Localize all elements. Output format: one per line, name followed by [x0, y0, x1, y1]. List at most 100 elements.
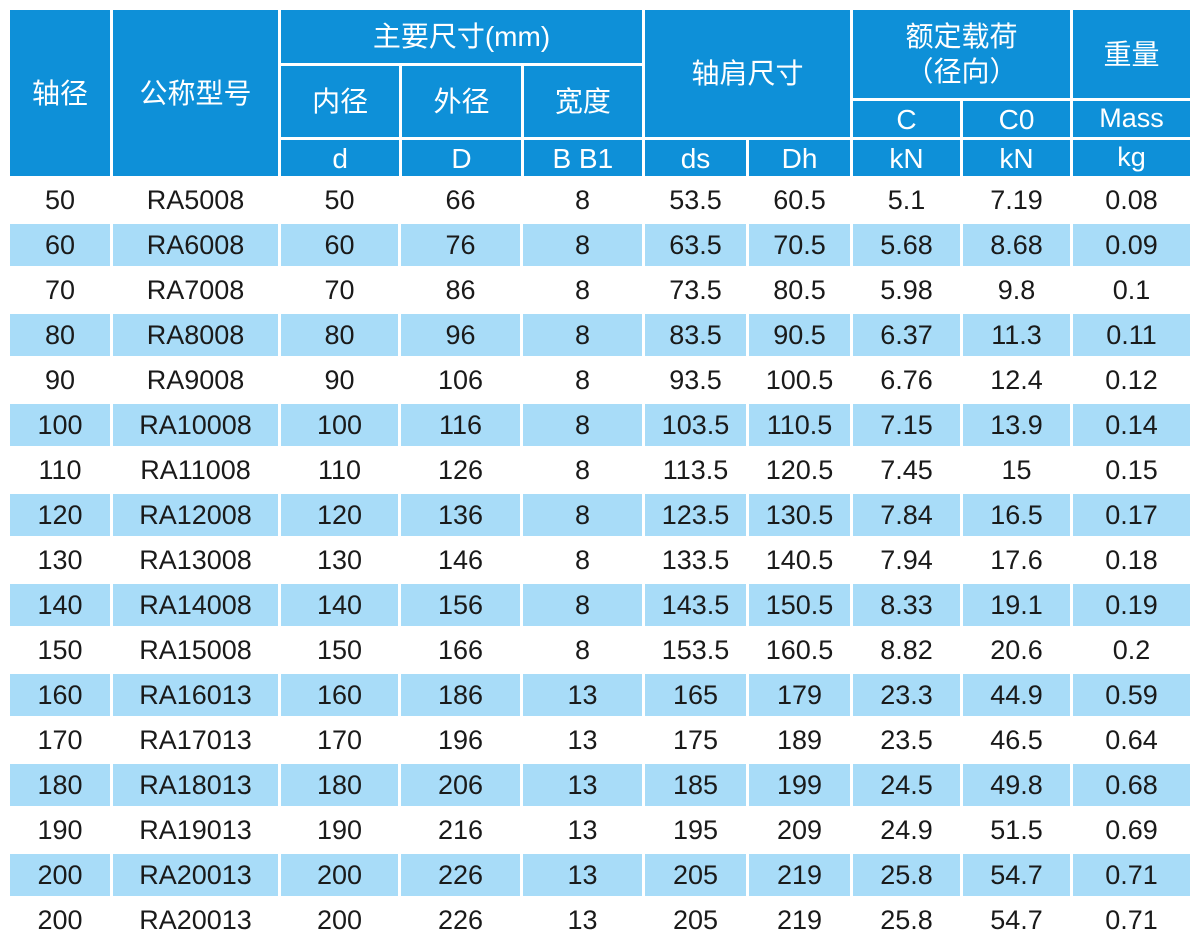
- table-cell: 60: [10, 224, 110, 266]
- table-cell: 8: [523, 224, 642, 266]
- table-row: 180 RA18013 180 206 13 185 199 24.5 49.8 0.68: [10, 764, 1190, 806]
- table-cell: 13: [567, 724, 598, 755]
- header-symbol-d: d: [281, 140, 400, 176]
- table-cell: 150: [37, 634, 83, 665]
- header-main-dimensions-label: 主要尺寸(mm): [281, 10, 642, 63]
- table-cell: 130: [37, 544, 83, 575]
- table-cell: 0.15: [1105, 454, 1158, 485]
- table-cell: 63.5: [645, 224, 746, 266]
- table-cell: 143.5: [645, 584, 746, 626]
- table-cell: 8: [574, 454, 591, 485]
- table-row: 140 RA14008 140 156 8 143.5 150.5 8.33 19.1 0.19: [10, 584, 1190, 626]
- header-unit-kn-c0: kN: [963, 140, 1070, 176]
- header-weight-unit: kg: [1073, 140, 1190, 176]
- table-cell: 219: [749, 854, 850, 896]
- header-symbol-Dh: Dh: [749, 140, 850, 176]
- header-weight-mass: Mass: [1073, 101, 1190, 137]
- table-row: 50 RA5008 50 66 8 53.5 60.5 5.1 7.19 0.08: [10, 179, 1190, 221]
- header-model: 公称型号: [113, 10, 278, 176]
- header-symbol-C0: C0: [963, 101, 1070, 137]
- header-group-main-dimensions: 主要尺寸(mm) 内径 外径 宽度 d D B B1: [281, 10, 642, 176]
- table-body: 50 RA5008 50 66 8 53.5 60.5 5.1 7.19 0.08 60 RA6008…: [10, 179, 1190, 941]
- header-group-weight: 重量 Mass kg: [1073, 10, 1190, 176]
- table-cell: 206: [401, 764, 520, 806]
- table-cell: 200: [37, 904, 83, 935]
- table-cell: 8: [574, 544, 591, 575]
- table-cell: 7.19: [990, 184, 1043, 215]
- table-cell: 0.68: [1073, 764, 1190, 806]
- table-cell: 226: [401, 854, 520, 896]
- table-cell: 12.4: [990, 364, 1043, 395]
- table-cell: RA5008: [146, 184, 245, 215]
- table-cell: 120: [10, 494, 110, 536]
- table-cell: 140.5: [765, 544, 834, 575]
- table-cell: 5.1: [887, 184, 926, 215]
- table-cell: 50: [44, 184, 76, 215]
- table-cell: 175: [672, 724, 719, 755]
- header-rated-load-label: 额定载荷 （径向）: [853, 10, 1070, 98]
- table-row: 170 RA17013 170 196 13 175 189 23.5 46.5 0.64: [10, 719, 1190, 761]
- table-cell: 110: [317, 454, 362, 485]
- table-cell: 153.5: [661, 634, 730, 665]
- table-cell: 70: [44, 274, 76, 305]
- table-cell: 160: [10, 674, 110, 716]
- table-cell: 80: [281, 314, 398, 356]
- table-cell: 16.5: [963, 494, 1070, 536]
- table-cell: 180: [10, 764, 110, 806]
- table-cell: 0.1: [1112, 274, 1151, 305]
- table-cell: RA10008: [113, 404, 278, 446]
- table-cell: 13: [567, 904, 598, 935]
- table-cell: 24.5: [853, 764, 960, 806]
- table-cell: 23.3: [853, 674, 960, 716]
- table-cell: 146: [437, 544, 484, 575]
- table-cell: 51.5: [990, 814, 1043, 845]
- table-cell: 0.71: [1105, 904, 1158, 935]
- table-row: 150 RA15008 150 166 8 153.5 160.5 8.82 20.6 0.2: [10, 629, 1190, 671]
- table-cell: 100.5: [765, 364, 834, 395]
- table-cell: RA7008: [146, 274, 245, 305]
- table-cell: 13: [523, 674, 642, 716]
- header-inner-diameter: 内径: [281, 66, 400, 137]
- table-cell: 7.45: [880, 454, 933, 485]
- table-row: 200 RA20013 200 226 13 205 219 25.8 54.7 0.71: [10, 854, 1190, 896]
- table-cell: 120.5: [765, 454, 834, 485]
- header-symbol-C: C: [853, 101, 960, 137]
- table-cell: 100: [281, 404, 398, 446]
- table-cell: 25.8: [853, 854, 960, 896]
- table-cell: 13: [567, 814, 598, 845]
- table-row: 100 RA10008 100 116 8 103.5 110.5 7.15 13.9 0.14: [10, 404, 1190, 446]
- table-cell: 130: [316, 544, 363, 575]
- header-symbol-ds: ds: [645, 140, 746, 176]
- table-cell: RA17013: [139, 724, 252, 755]
- table-cell: 15: [1001, 454, 1032, 485]
- table-cell: 0.17: [1073, 494, 1190, 536]
- table-cell: 8: [523, 404, 642, 446]
- table-cell: 60: [281, 224, 398, 266]
- table-cell: 24.9: [880, 814, 933, 845]
- table-cell: 170: [316, 724, 363, 755]
- table-cell: 205: [672, 904, 719, 935]
- table-cell: 165: [645, 674, 746, 716]
- table-cell: 19.1: [963, 584, 1070, 626]
- table-cell: 186: [401, 674, 520, 716]
- table-cell: RA20013: [113, 854, 278, 896]
- table-cell: 8: [574, 274, 591, 305]
- header-rated-load-line1: 额定载荷: [905, 21, 1018, 52]
- table-cell: 96: [401, 314, 520, 356]
- table-cell: 53.5: [669, 184, 722, 215]
- table-cell: RA14008: [113, 584, 278, 626]
- table-cell: RA9008: [146, 364, 245, 395]
- header-symbol-B-B1: B B1: [523, 140, 642, 176]
- table-row: 70 RA7008 70 86 8 73.5 80.5 5.98 9.8 0.1: [10, 269, 1190, 311]
- table-cell: RA8008: [113, 314, 278, 356]
- table-cell: 17.6: [990, 544, 1043, 575]
- table-header: 轴径 公称型号 主要尺寸(mm) 内径 外径 宽度 d D B B1 轴肩尺寸 …: [10, 10, 1190, 176]
- table-cell: 5.98: [880, 274, 933, 305]
- table-cell: 23.5: [880, 724, 933, 755]
- table-cell: RA6008: [113, 224, 278, 266]
- table-cell: 80: [10, 314, 110, 356]
- table-cell: 209: [776, 814, 823, 845]
- table-row: 190 RA19013 190 216 13 195 209 24.9 51.5 0.69: [10, 809, 1190, 851]
- table-cell: 13: [523, 854, 642, 896]
- spec-table: 轴径 公称型号 主要尺寸(mm) 内径 外径 宽度 d D B B1 轴肩尺寸 …: [10, 10, 1190, 941]
